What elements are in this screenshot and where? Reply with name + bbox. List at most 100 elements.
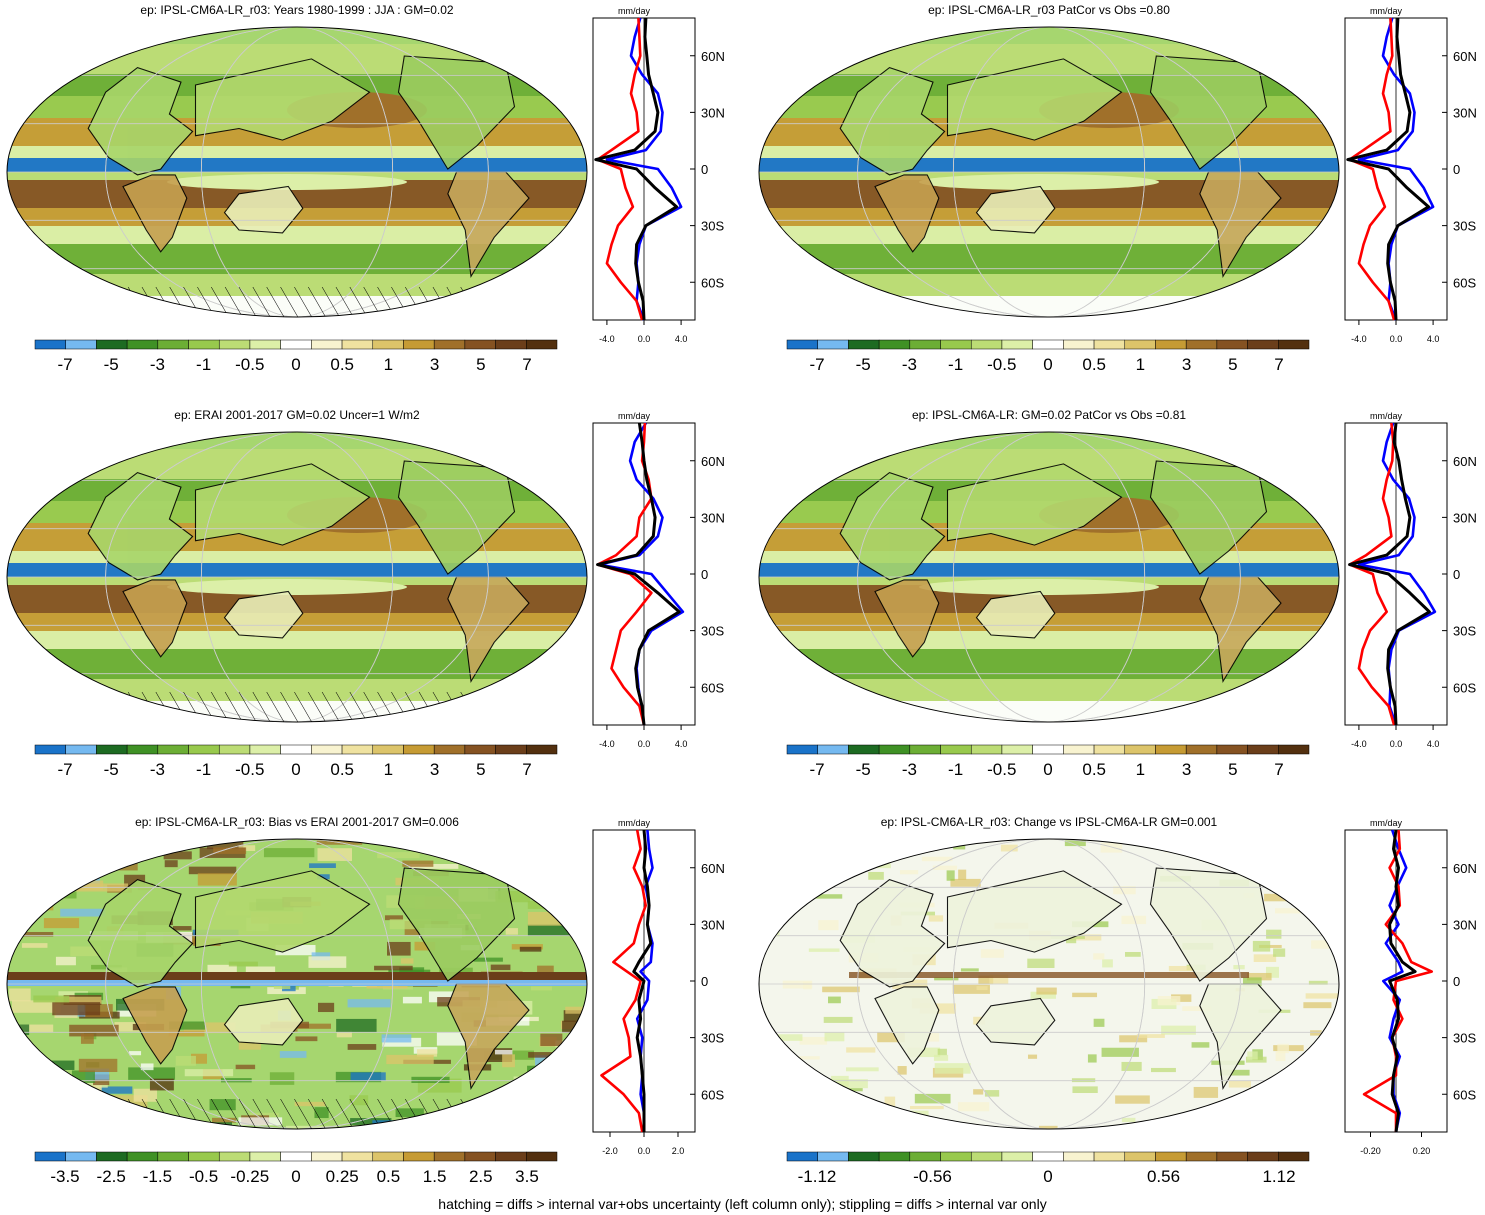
change-patch <box>1182 1006 1212 1012</box>
change-patch <box>1171 994 1192 1002</box>
change-patch <box>785 1089 805 1096</box>
change-patch <box>1211 857 1241 863</box>
zonal-series-red <box>600 829 647 1133</box>
map <box>758 838 1340 1130</box>
change-patch <box>1274 908 1303 914</box>
bias-patch <box>416 1049 438 1057</box>
colorbar-label: -7 <box>57 355 72 374</box>
change-patch <box>1259 944 1282 948</box>
colorbar: -1.12 -0.56 0 0.56 1.12 <box>786 1151 1310 1186</box>
zonal-y-tick-label: 30S <box>701 219 724 234</box>
change-patch <box>803 981 812 990</box>
precip-band <box>759 244 1339 274</box>
bias-patch <box>15 1024 54 1033</box>
change-patch <box>877 1032 905 1043</box>
colorbar-label: -0.25 <box>230 1167 269 1186</box>
change-patch <box>1265 847 1289 854</box>
bias-patch <box>55 956 76 966</box>
change-patch <box>1315 839 1328 846</box>
colorbar-swatch <box>1155 744 1187 755</box>
continent-outline <box>946 58 1123 141</box>
colorbar: -7 -5 -3 -1 -0.5 0 0.5 1 3 5 7 <box>786 744 1310 779</box>
colorbar-swatch <box>433 1151 466 1162</box>
panel-title: ep: IPSL-CM6A-LR_r03 PatCor vs Obs =0.80 <box>928 3 1170 17</box>
bias-patch <box>25 1110 73 1121</box>
colorbar-swatch <box>280 744 312 755</box>
colorbar-swatch <box>909 744 941 755</box>
colorbar-swatch <box>403 339 435 350</box>
zonal-series-black <box>632 829 653 1132</box>
bias-patch <box>16 1024 30 1036</box>
colorbar-swatch <box>280 339 312 350</box>
map <box>6 838 588 1130</box>
bias-patch <box>163 851 192 860</box>
change-patch <box>1124 951 1141 957</box>
continent-outline <box>839 66 946 176</box>
longitude-line <box>105 432 489 722</box>
colorbar-swatch <box>1155 339 1187 350</box>
change-patch <box>1253 954 1277 962</box>
zonal-y-tick-label: 0 <box>701 974 708 989</box>
change-patch <box>1238 853 1250 863</box>
change-patch <box>824 1032 845 1042</box>
colorbar-label: 7 <box>1274 355 1283 374</box>
bias-patch <box>530 986 552 991</box>
colorbar: -7 -5 -3 -1 -0.5 0 0.5 1 3 5 7 <box>34 339 558 374</box>
change-patch <box>1310 1030 1322 1036</box>
change-patch <box>818 920 839 931</box>
change-patch <box>950 878 981 887</box>
colorbar-label: 2.5 <box>469 1167 493 1186</box>
change-patch <box>828 996 841 1004</box>
bias-patch <box>100 1086 133 1094</box>
bias-patch <box>515 860 559 869</box>
colorbar-label: 0.5 <box>1082 355 1106 374</box>
zonal-y-tick-label: 60S <box>701 680 724 695</box>
colorbar-swatch <box>526 1151 558 1162</box>
precip-band <box>7 244 587 274</box>
bias-patch <box>58 991 88 999</box>
colorbar-swatch <box>372 339 404 350</box>
change-patch <box>799 1036 828 1045</box>
map-field <box>7 432 587 722</box>
colorbar-swatch <box>403 744 435 755</box>
change-patch <box>1102 959 1113 968</box>
continent-outline <box>122 986 188 1065</box>
change-patch <box>921 856 953 862</box>
colorbar-swatch <box>249 1151 281 1162</box>
zonal-x-tick-label: 2.0 <box>672 1146 685 1156</box>
bias-patch <box>527 911 563 926</box>
colorbar-label: -3 <box>150 355 165 374</box>
bias-patch <box>347 1044 377 1050</box>
bias-patch <box>494 1093 537 1103</box>
continent-outline <box>839 471 946 581</box>
zonal-mean-plot: mm/day 60N 30N 0 30S 60S -2.0 0.0 2.0 <box>592 818 725 1156</box>
zonal-mean-plot: mm/day 60N 30N 0 30S 60S -4.0 0.0 4.0 <box>1344 6 1477 344</box>
bias-patch <box>318 1002 335 1013</box>
colorbar-swatch <box>341 1151 374 1162</box>
bias-patch <box>350 1072 386 1081</box>
zonal-y-tick-label: 30N <box>701 105 725 120</box>
zonal-y-tick-label: 30N <box>1453 917 1477 932</box>
colorbar-swatch <box>817 1151 849 1162</box>
change-patch <box>976 986 988 991</box>
panel-3: ep: ERAI 2001-2017 GM=0.02 Uncer=1 W/m2 -… <box>6 408 725 779</box>
bias-patch <box>25 1060 75 1070</box>
colorbar-label: -0.5 <box>987 355 1016 374</box>
change-patch <box>989 974 1009 984</box>
bias-patch <box>502 1054 515 1068</box>
zonal-y-tick-label: 60N <box>1453 49 1477 64</box>
bias-patch <box>11 1000 61 1013</box>
continent-outline <box>122 579 188 658</box>
zonal-x-tick-label: 0.0 <box>1390 334 1403 344</box>
change-patch <box>957 1102 990 1112</box>
zonal-unit-label: mm/day <box>618 818 651 828</box>
colorbar-swatch <box>96 744 128 755</box>
bias-patch <box>169 1021 205 1030</box>
colorbar-swatch <box>188 1151 220 1162</box>
bias-patch <box>295 1036 318 1042</box>
colorbar-label: 1 <box>384 760 393 779</box>
zonal-series-red <box>596 17 644 321</box>
zonal-y-tick-label: 60S <box>701 275 724 290</box>
colorbar-swatch <box>495 339 527 350</box>
colorbar-label: -3 <box>902 355 917 374</box>
